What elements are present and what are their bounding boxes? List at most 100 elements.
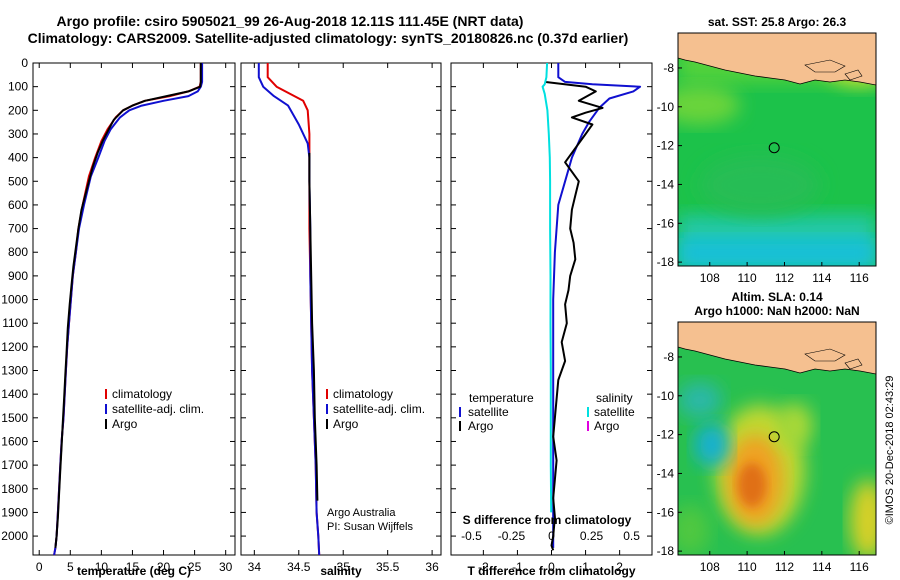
map-y-tick-label: -8 [663, 350, 674, 364]
y-tick-label: 1200 [1, 340, 28, 354]
salinity-panel: 34 34.5 35 35.5 36 salinity climatologysatelli… [240, 62, 442, 578]
s-tick-label: 0.5 [623, 529, 640, 543]
series-line-salinity-satellite [541, 62, 553, 513]
x-tick-label: 35 [337, 560, 351, 574]
map-x-tick-label: 116 [850, 271, 869, 285]
x-tick-label: 10 [95, 560, 109, 574]
temperature-panel: 0100200300400500600700800900100011001200… [1, 56, 236, 578]
argo-position-marker-sla [768, 431, 780, 443]
x-tick-label: 34 [248, 560, 262, 574]
y-tick-label: 1100 [2, 316, 28, 330]
x-tick-label: 36 [425, 560, 439, 574]
series-line-argo [308, 152, 319, 501]
x-tick-label: 1 [582, 560, 589, 574]
x-tick-label: 30 [219, 560, 233, 574]
y-tick-label: 1900 [1, 505, 28, 519]
y-tick-label: 800 [8, 245, 28, 259]
x-tick-label: 0 [548, 560, 555, 574]
difference-panel: -2 -1 0 1 2T difference from climatology temp… [450, 62, 653, 578]
y-tick-label: 900 [8, 269, 28, 283]
y-tick-label: 1300 [1, 364, 28, 378]
x-tick-label: 15 [126, 560, 140, 574]
x-axis-label: salinity [320, 564, 362, 578]
sla-map: Altim. SLA: 0.14 Argo h1000: NaN h2000: … [657, 290, 877, 574]
y-tick-label: 600 [8, 198, 28, 212]
argo-position-marker [768, 142, 780, 154]
legend-title-salinity: salinity [596, 391, 633, 405]
x-tick-label: 34.5 [287, 560, 311, 574]
x-tick-label: 2 [616, 560, 623, 574]
series-line-temperature-satellite [552, 63, 642, 548]
map-y-tick-label: -18 [657, 255, 675, 269]
series-line-temperature-argo [544, 80, 604, 551]
sst-map-title: sat. SST: 25.8 Argo: 26.3 [708, 15, 847, 29]
legend-label: Argo [112, 417, 138, 431]
map-y-tick-label: -12 [657, 139, 675, 153]
legend-label: Argo [333, 417, 359, 431]
map-x-tick-label: 110 [738, 560, 757, 574]
series-line-argo [54, 63, 202, 549]
x-tick-label: -1 [512, 560, 523, 574]
series-line-satellite-adj-clim- [53, 63, 204, 556]
legend-label: satellite-adj. clim. [333, 402, 425, 416]
s-tick-label: 0 [548, 529, 555, 543]
figure-title-line2: Climatology: CARS2009. Satellite-adjuste… [28, 30, 629, 46]
s-tick-label: -0.25 [498, 529, 526, 543]
plot-frame [32, 62, 236, 556]
legend-label: satellite-adj. clim. [112, 402, 204, 416]
y-tick-label: 1000 [1, 293, 28, 307]
map-y-tick-label: -10 [657, 100, 675, 114]
y-tick-label: 1700 [1, 458, 28, 472]
y-tick-label: 300 [8, 127, 28, 141]
s-tick-label: 0.25 [580, 529, 604, 543]
map-y-tick-label: -14 [657, 177, 675, 191]
figure-title-line1: Argo profile: csiro 5905021_99 26-Aug-20… [57, 13, 524, 29]
map-y-tick-label: -8 [663, 61, 674, 75]
y-tick-label: 500 [8, 174, 28, 188]
legend-label: climatology [112, 387, 172, 401]
map-x-tick-label: 112 [775, 560, 794, 574]
map-x-tick-label: 108 [700, 560, 720, 574]
map-x-tick-label: 112 [775, 271, 794, 285]
map-x-tick-label: 114 [812, 271, 831, 285]
x-tick-label: 35.5 [376, 560, 400, 574]
legend-title-temperature: temperature [469, 391, 534, 405]
s-difference-label: S difference from climatology [463, 513, 632, 527]
map-x-tick-label: 108 [700, 271, 720, 285]
s-tick-label: -0.5 [461, 529, 482, 543]
y-tick-label: 1600 [1, 434, 28, 448]
x-axis-label: temperature (deg C) [77, 564, 191, 578]
y-tick-label: 1400 [1, 387, 28, 401]
x-tick-label: 20 [157, 560, 171, 574]
legend-label: satellite [594, 405, 635, 419]
map-y-tick-label: -14 [657, 466, 675, 480]
legend-label: climatology [333, 387, 393, 401]
y-tick-label: 2000 [1, 529, 28, 543]
plot-frame [240, 62, 442, 556]
legend-label: satellite [468, 405, 509, 419]
x-tick-label: 5 [67, 560, 74, 574]
attribution-text: PI: Susan Wijffels [327, 521, 413, 533]
map-y-tick-label: -12 [657, 428, 675, 442]
map-x-tick-label: 110 [738, 271, 757, 285]
x-tick-label: 25 [188, 560, 202, 574]
y-tick-label: 1500 [1, 411, 28, 425]
sst-map: sat. SST: 25.8 Argo: 26.3 108 110 112 114 11… [657, 15, 877, 285]
y-tick-label: 700 [8, 222, 28, 236]
sla-map-title-1: Altim. SLA: 0.14 [731, 290, 823, 304]
legend-label: Argo [594, 419, 620, 433]
y-tick-label: 0 [21, 56, 28, 70]
y-tick-label: 1800 [1, 482, 28, 496]
map-x-tick-label: 114 [812, 560, 831, 574]
y-tick-label: 200 [8, 103, 28, 117]
map-x-tick-label: 116 [850, 560, 869, 574]
y-tick-label: 400 [8, 151, 28, 165]
imos-credit: ©IMOS 20-Dec-2018 02:43:29 [884, 376, 896, 525]
map-y-tick-label: -16 [657, 505, 675, 519]
x-tick-label: 0 [36, 560, 43, 574]
series-line-climatology [53, 63, 202, 556]
y-tick-label: 100 [8, 80, 28, 94]
map-y-tick-label: -16 [657, 216, 675, 230]
x-tick-label: -2 [478, 560, 489, 574]
